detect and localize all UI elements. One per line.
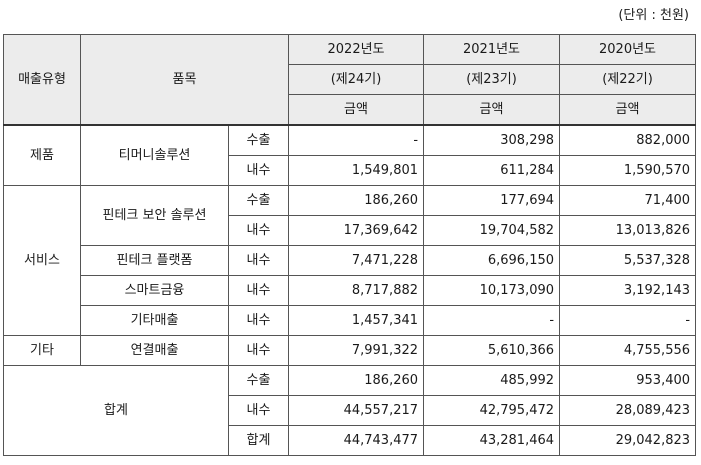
sales-table: 매출유형 품목 2022년도 2021년도 2020년도 (제24기) (제23… bbox=[3, 34, 697, 456]
header-amount: 금액 bbox=[423, 94, 561, 126]
table-row: 기타 연결매출 내수 7,991,322 5,610,366 4,755,556 bbox=[3, 335, 697, 366]
value-cell: 4,755,556 bbox=[559, 335, 697, 366]
kind-cell: 합계 bbox=[227, 425, 290, 456]
item-cell: 핀테크 보안 솔루션 bbox=[80, 185, 229, 246]
header-term: (제22기) bbox=[559, 64, 697, 95]
kind-cell: 내수 bbox=[227, 275, 290, 306]
value-cell: 17,369,642 bbox=[288, 215, 425, 246]
value-cell: - bbox=[559, 305, 697, 336]
table-row: 서비스 핀테크 보안 솔루션 수출 186,260 177,694 71,400 bbox=[3, 185, 697, 336]
value-cell: 1,549,801 bbox=[288, 155, 425, 186]
header-term: (제24기) bbox=[288, 64, 425, 95]
header-term: (제23기) bbox=[423, 64, 561, 95]
sales-type-cell: 제품 bbox=[3, 124, 81, 186]
value-cell: 42,795,472 bbox=[423, 395, 561, 426]
header-item: 품목 bbox=[79, 34, 290, 126]
table-row: 스마트금융 내수 8,717,882 10,173,090 3,192,143 bbox=[4, 275, 697, 306]
kind-cell: 내수 bbox=[227, 245, 290, 276]
value-cell: 611,284 bbox=[423, 155, 561, 186]
value-cell: 71,400 bbox=[559, 185, 697, 216]
kind-cell: 내수 bbox=[227, 395, 290, 426]
value-cell: 953,400 bbox=[559, 365, 697, 396]
kind-cell: 내수 bbox=[227, 305, 290, 336]
item-cell: 연결매출 bbox=[80, 335, 229, 366]
value-cell: 186,260 bbox=[288, 365, 425, 396]
sales-type-cell: 서비스 bbox=[3, 185, 81, 336]
table-row: 제품 티머니솔루션 수출 - 308,298 882,000 bbox=[3, 124, 697, 186]
value-cell: 10,173,090 bbox=[423, 275, 561, 306]
header-row-term: (제24기) (제23기) (제22기) bbox=[4, 64, 697, 95]
header-year: 2021년도 bbox=[423, 34, 561, 65]
value-cell: 7,471,228 bbox=[288, 245, 425, 276]
header-row-amount: 금액 금액 금액 bbox=[4, 94, 697, 126]
value-cell: 882,000 bbox=[559, 124, 697, 156]
item-cell: 기타매출 bbox=[80, 305, 229, 336]
value-cell: 44,557,217 bbox=[288, 395, 425, 426]
kind-cell: 수출 bbox=[227, 185, 290, 216]
value-cell: 28,089,423 bbox=[559, 395, 697, 426]
value-cell: 43,281,464 bbox=[423, 425, 561, 456]
table-row: 기타매출 내수 1,457,341 - - bbox=[4, 305, 697, 336]
value-cell: 5,610,366 bbox=[423, 335, 561, 366]
header-sales-type: 매출유형 bbox=[3, 34, 81, 126]
header-year: 2022년도 bbox=[288, 34, 425, 65]
value-cell: 1,457,341 bbox=[288, 305, 425, 336]
value-cell: 8,717,882 bbox=[288, 275, 425, 306]
value-cell: 186,260 bbox=[288, 185, 425, 216]
value-cell: 7,991,322 bbox=[288, 335, 425, 366]
unit-note: (단위 : 천원) bbox=[618, 8, 689, 23]
value-cell: 5,537,328 bbox=[559, 245, 697, 276]
table-row: 합계 44,743,477 43,281,464 29,042,823 bbox=[4, 425, 697, 456]
header-amount: 금액 bbox=[288, 94, 425, 126]
header-amount: 금액 bbox=[559, 94, 697, 126]
kind-cell: 내수 bbox=[227, 215, 290, 246]
table-row: 핀테크 플랫폼 내수 7,471,228 6,696,150 5,537,328 bbox=[4, 245, 697, 276]
kind-cell: 내수 bbox=[227, 335, 290, 366]
kind-cell: 수출 bbox=[227, 365, 290, 396]
value-cell: 308,298 bbox=[423, 124, 561, 156]
value-cell: 1,590,570 bbox=[559, 155, 697, 186]
value-cell: - bbox=[423, 305, 561, 336]
value-cell: 177,694 bbox=[423, 185, 561, 216]
value-cell: 6,696,150 bbox=[423, 245, 561, 276]
sales-type-cell: 기타 bbox=[3, 335, 81, 366]
value-cell: 485,992 bbox=[423, 365, 561, 396]
header-row-year: 매출유형 품목 2022년도 2021년도 2020년도 bbox=[3, 34, 697, 126]
value-cell: - bbox=[288, 124, 425, 156]
item-cell: 스마트금융 bbox=[80, 275, 229, 306]
table-row: 합계 수출 186,260 485,992 953,400 bbox=[3, 365, 697, 456]
table-row: 내수 17,369,642 19,704,582 13,013,826 bbox=[4, 215, 697, 246]
value-cell: 3,192,143 bbox=[559, 275, 697, 306]
item-cell: 핀테크 플랫폼 bbox=[80, 245, 229, 276]
table-row: 내수 44,557,217 42,795,472 28,089,423 bbox=[4, 395, 697, 426]
header-year: 2020년도 bbox=[559, 34, 697, 65]
value-cell: 13,013,826 bbox=[559, 215, 697, 246]
kind-cell: 수출 bbox=[227, 124, 290, 156]
kind-cell: 내수 bbox=[227, 155, 290, 186]
value-cell: 29,042,823 bbox=[559, 425, 697, 456]
total-label-cell: 합계 bbox=[3, 365, 229, 456]
value-cell: 44,743,477 bbox=[288, 425, 425, 456]
value-cell: 19,704,582 bbox=[423, 215, 561, 246]
item-cell: 티머니솔루션 bbox=[80, 124, 229, 186]
table-row: 내수 1,549,801 611,284 1,590,570 bbox=[4, 155, 697, 186]
